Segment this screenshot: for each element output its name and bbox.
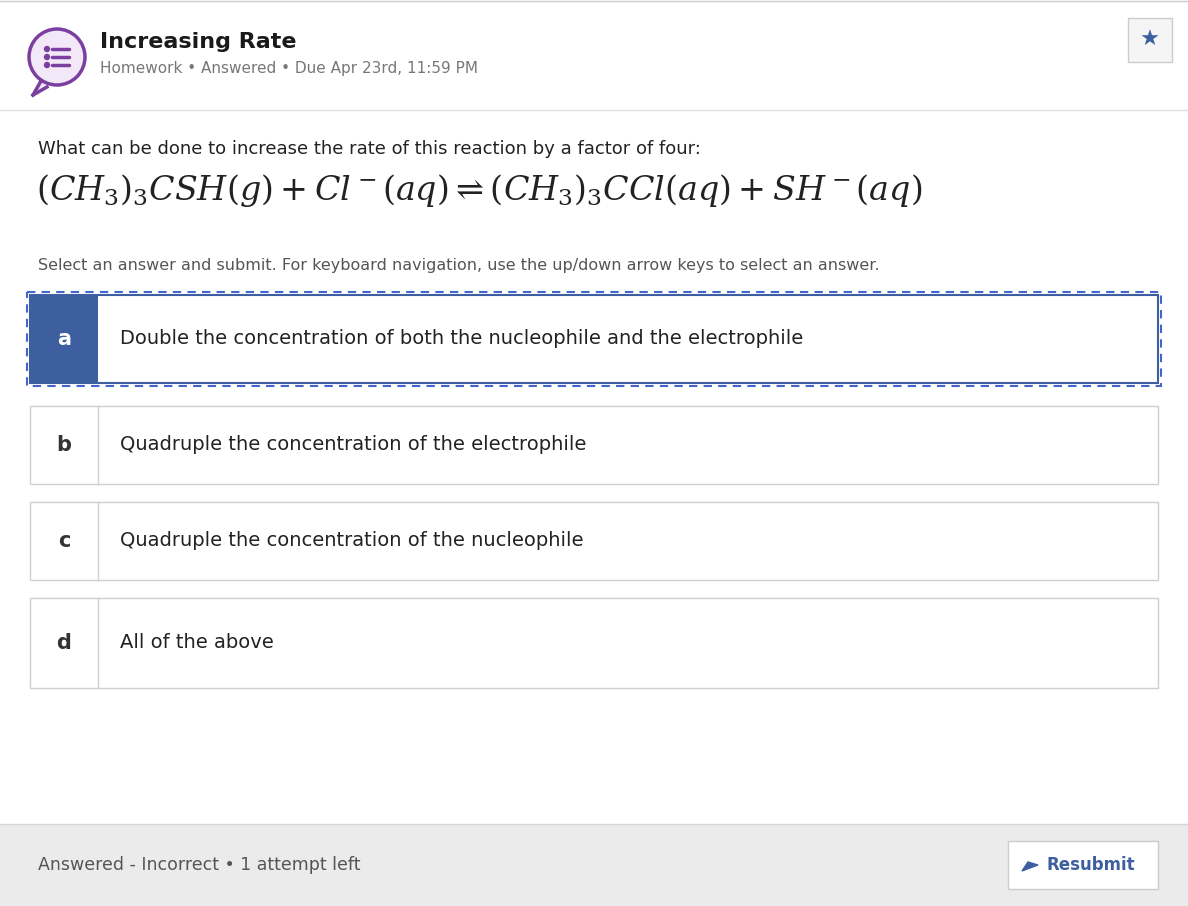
Circle shape <box>44 63 50 68</box>
Text: Answered - Incorrect • 1 attempt left: Answered - Incorrect • 1 attempt left <box>38 856 360 874</box>
Text: All of the above: All of the above <box>120 633 273 652</box>
FancyBboxPatch shape <box>1127 18 1173 62</box>
Text: Homework • Answered • Due Apr 23rd, 11:59 PM: Homework • Answered • Due Apr 23rd, 11:5… <box>100 61 478 75</box>
Text: Resubmit: Resubmit <box>1045 856 1135 874</box>
FancyBboxPatch shape <box>0 0 1188 110</box>
Text: Double the concentration of both the nucleophile and the electrophile: Double the concentration of both the nuc… <box>120 330 803 349</box>
Text: b: b <box>57 435 71 455</box>
Text: ★: ★ <box>1140 30 1159 50</box>
FancyBboxPatch shape <box>30 295 1158 383</box>
Text: Quadruple the concentration of the electrophile: Quadruple the concentration of the elect… <box>120 436 587 455</box>
Circle shape <box>44 46 50 52</box>
Text: $(CH_3)_3CSH(g) + Cl^-(aq) \rightleftharpoons (CH_3)_3CCl(aq) + SH^-(aq)$: $(CH_3)_3CSH(g) + Cl^-(aq) \rightlefthar… <box>36 172 922 209</box>
Text: a: a <box>57 329 71 349</box>
Text: What can be done to increase the rate of this reaction by a factor of four:: What can be done to increase the rate of… <box>38 140 701 158</box>
FancyBboxPatch shape <box>30 406 1158 484</box>
FancyBboxPatch shape <box>30 598 1158 688</box>
FancyBboxPatch shape <box>0 824 1188 906</box>
Text: Increasing Rate: Increasing Rate <box>100 32 297 52</box>
FancyBboxPatch shape <box>30 502 1158 580</box>
FancyBboxPatch shape <box>1007 841 1158 889</box>
Text: c: c <box>58 531 70 551</box>
Polygon shape <box>33 81 48 95</box>
FancyBboxPatch shape <box>30 295 97 383</box>
Polygon shape <box>1022 862 1038 871</box>
Text: Select an answer and submit. For keyboard navigation, use the up/down arrow keys: Select an answer and submit. For keyboar… <box>38 258 879 273</box>
Circle shape <box>29 29 86 85</box>
Circle shape <box>44 54 50 60</box>
Text: d: d <box>57 633 71 653</box>
Text: Quadruple the concentration of the nucleophile: Quadruple the concentration of the nucle… <box>120 532 583 551</box>
